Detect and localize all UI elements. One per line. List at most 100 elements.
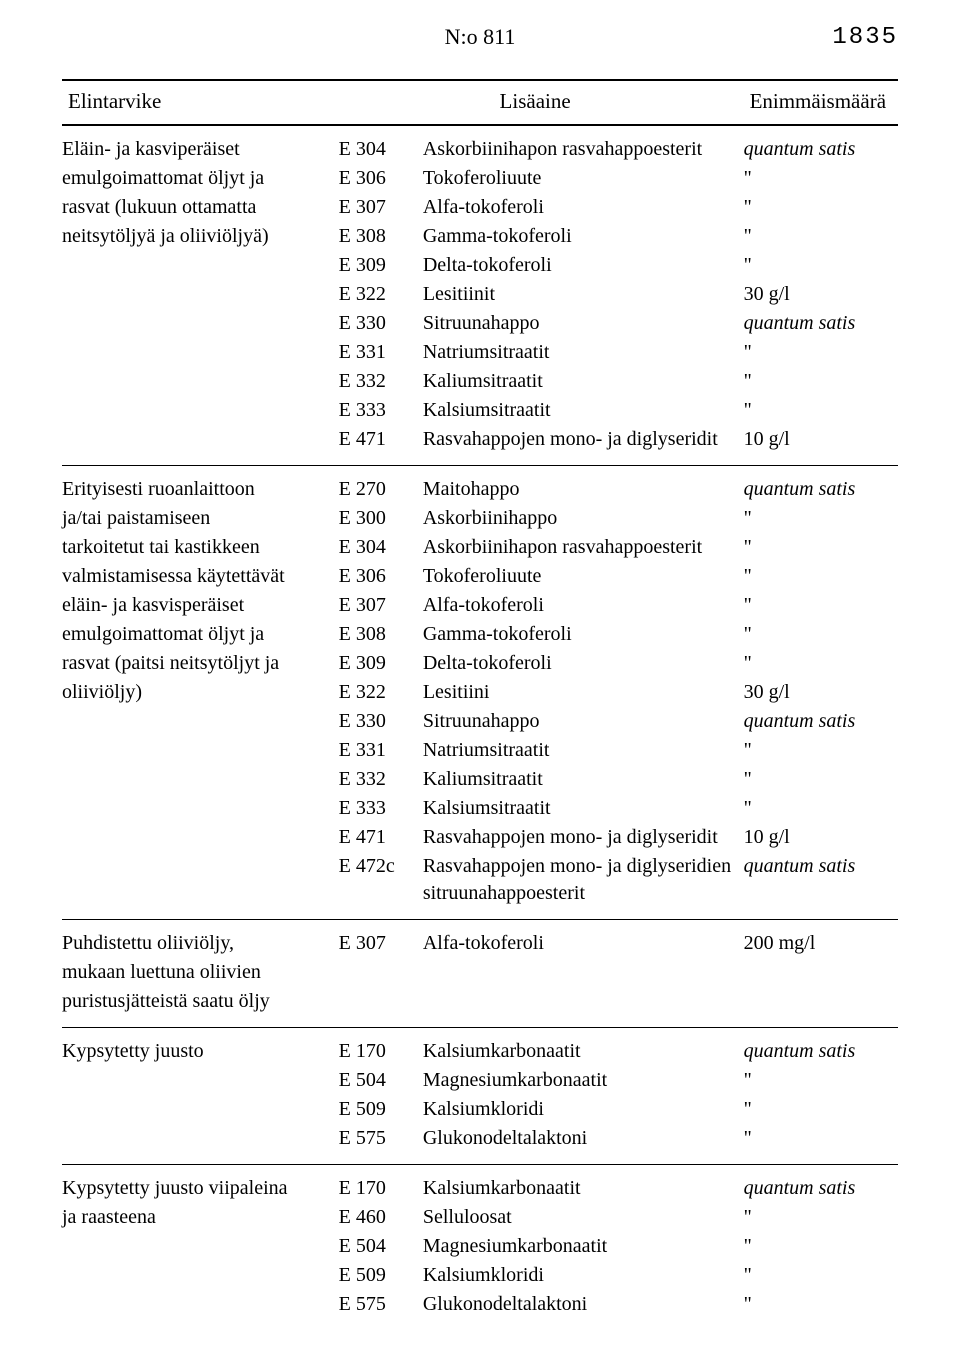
table-row: eläin- ja kasvisperäisetE 307Alfa-tokofe…: [62, 591, 898, 620]
food-name-line: [62, 794, 333, 823]
food-name-line: tarkoitetut tai kastikkeen: [62, 533, 333, 562]
additive-name: Alfa-tokoferoli: [417, 591, 738, 620]
food-name-line: mukaan luettuna oliivien: [62, 958, 333, 987]
additive-name: Gamma-tokoferoli: [417, 222, 738, 251]
additive-code: E 309: [333, 251, 417, 280]
additive-name: Kalsiumsitraatit: [417, 794, 738, 823]
table-row: Eläin- ja kasviperäisetE 304Askorbiiniha…: [62, 125, 898, 164]
food-name-line: [62, 1124, 333, 1165]
additive-code: E 575: [333, 1290, 417, 1330]
food-name-line: [62, 852, 333, 920]
additive-code: E 304: [333, 125, 417, 164]
doc-number: N:o 811: [0, 24, 960, 50]
table-row: oliiviöljy)E 322Lesitiini30 g/l: [62, 678, 898, 707]
additive-name: Delta-tokoferoli: [417, 251, 738, 280]
additive-name: Delta-tokoferoli: [417, 649, 738, 678]
max-amount: ": [738, 396, 898, 425]
additive-name: Lesitiini: [417, 678, 738, 707]
additive-name: Lesitiinit: [417, 280, 738, 309]
additive-name: Sitruunahappo: [417, 309, 738, 338]
table-row: mukaan luettuna oliivien: [62, 958, 898, 987]
max-amount: ": [738, 794, 898, 823]
max-amount: [738, 958, 898, 987]
additive-name: Kaliumsitraatit: [417, 765, 738, 794]
max-amount: ": [738, 1290, 898, 1330]
additive-name: Askorbiinihapon rasvahappoesterit: [417, 533, 738, 562]
food-name-line: emulgoimattomat öljyt ja: [62, 620, 333, 649]
table-row: E 575Glukonodeltalaktoni": [62, 1124, 898, 1165]
max-amount: ": [738, 1095, 898, 1124]
additive-name: Rasvahappojen mono- ja diglyseridit: [417, 823, 738, 852]
additive-code: E 304: [333, 533, 417, 562]
additive-name: Kalsiumkarbonaatit: [417, 1165, 738, 1204]
food-name-line: ja/tai paistamiseen: [62, 504, 333, 533]
table-row: emulgoimattomat öljyt jaE 308Gamma-tokof…: [62, 620, 898, 649]
table-row: E 331Natriumsitraatit": [62, 736, 898, 765]
max-amount: quantum satis: [738, 1028, 898, 1067]
max-amount: ": [738, 251, 898, 280]
additive-code: E 575: [333, 1124, 417, 1165]
additive-code: E 509: [333, 1261, 417, 1290]
max-amount: quantum satis: [738, 466, 898, 505]
table-row: Puhdistettu oliiviöljy,E 307Alfa-tokofer…: [62, 920, 898, 959]
food-name-line: [62, 1232, 333, 1261]
additive-name: Kalsiumkloridi: [417, 1261, 738, 1290]
additive-code: E 332: [333, 367, 417, 396]
max-amount: ": [738, 620, 898, 649]
col-enimmaismaara: Enimmäismäärä: [738, 81, 898, 125]
additive-name: Askorbiinihapon rasvahappoesterit: [417, 125, 738, 164]
food-name-line: Kypsytetty juusto viipaleina: [62, 1165, 333, 1204]
additive-name: Tokoferoliuute: [417, 164, 738, 193]
additive-code: E 331: [333, 338, 417, 367]
additive-name: [417, 958, 738, 987]
food-name-line: rasvat (lukuun ottamatta: [62, 193, 333, 222]
food-name-line: [62, 309, 333, 338]
food-name-line: neitsytöljyä ja oliiviöljyä): [62, 222, 333, 251]
max-amount: 30 g/l: [738, 280, 898, 309]
additive-code: E 471: [333, 823, 417, 852]
table-row: emulgoimattomat öljyt jaE 306Tokoferoliu…: [62, 164, 898, 193]
additive-code: E 170: [333, 1165, 417, 1204]
food-name-line: [62, 280, 333, 309]
col-lisaaine: Lisäaine: [333, 81, 738, 125]
max-amount: ": [738, 1124, 898, 1165]
food-name-line: [62, 396, 333, 425]
food-name-line: [62, 425, 333, 466]
additive-name: Gamma-tokoferoli: [417, 620, 738, 649]
food-name-line: rasvat (paitsi neitsytöljyt ja: [62, 649, 333, 678]
max-amount: quantum satis: [738, 1165, 898, 1204]
running-header: N:o 811 1835: [62, 24, 898, 51]
max-amount: [738, 987, 898, 1028]
additive-name: Maitohappo: [417, 466, 738, 505]
table-row: Erityisesti ruoanlaittoonE 270Maitohappo…: [62, 466, 898, 505]
additive-name: Kalsiumsitraatit: [417, 396, 738, 425]
additive-name: Natriumsitraatit: [417, 338, 738, 367]
additive-code: E 504: [333, 1232, 417, 1261]
additive-name: Alfa-tokoferoli: [417, 193, 738, 222]
max-amount: ": [738, 562, 898, 591]
max-amount: ": [738, 1066, 898, 1095]
max-amount: ": [738, 504, 898, 533]
additive-name: Glukonodeltalaktoni: [417, 1124, 738, 1165]
additive-code: E 170: [333, 1028, 417, 1067]
additive-code: E 472c: [333, 852, 417, 920]
additive-code: [333, 987, 417, 1028]
additive-code: E 300: [333, 504, 417, 533]
additive-name: Askorbiinihappo: [417, 504, 738, 533]
table-row: E 332Kaliumsitraatit": [62, 367, 898, 396]
max-amount: quantum satis: [738, 852, 898, 920]
max-amount: quantum satis: [738, 309, 898, 338]
additive-code: E 307: [333, 193, 417, 222]
additive-name: Magnesiumkarbonaatit: [417, 1066, 738, 1095]
table-group: Kypsytetty juustoE 170Kalsiumkarbonaatit…: [62, 1028, 898, 1165]
table-row: E 471Rasvahappojen mono- ja diglyseridit…: [62, 823, 898, 852]
additive-code: E 270: [333, 466, 417, 505]
food-name-line: [62, 1095, 333, 1124]
food-name-line: [62, 823, 333, 852]
additive-name: Natriumsitraatit: [417, 736, 738, 765]
additive-name: Alfa-tokoferoli: [417, 920, 738, 959]
additive-code: E 322: [333, 678, 417, 707]
food-name-line: eläin- ja kasvisperäiset: [62, 591, 333, 620]
food-name-line: [62, 707, 333, 736]
table-row: E 471Rasvahappojen mono- ja diglyseridit…: [62, 425, 898, 466]
